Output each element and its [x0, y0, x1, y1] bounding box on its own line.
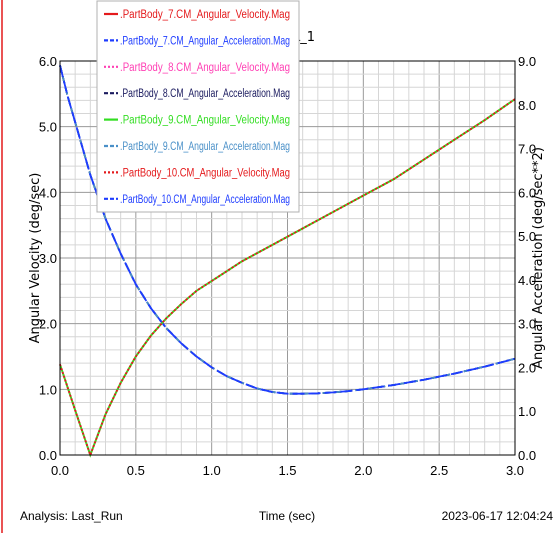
y-left-tick-label: 3.0	[39, 251, 57, 266]
y-right-tick-label: 9.0	[518, 54, 536, 69]
x-tick-label: 3.0	[506, 463, 524, 478]
y-right-tick-label: 8.0	[518, 98, 536, 113]
y-left-tick-label: 5.0	[39, 120, 57, 135]
y-left-tick-label: 2.0	[39, 317, 57, 332]
x-tick-label: 0.0	[51, 463, 69, 478]
legend-label: .PartBody_7.CM_Angular_Acceleration.Mag	[120, 35, 290, 47]
legend-label: .PartBody_9.CM_Angular_Acceleration.Mag	[120, 141, 290, 153]
y-right-tick-label: 7.0	[518, 142, 536, 157]
timestamp-label: 2023-06-17 12:04:24	[442, 509, 554, 523]
legend-label: .PartBody_7.CM_Angular_Velocity.Mag	[120, 9, 290, 21]
y-right-tick-label: 2.0	[518, 360, 536, 375]
y-right-tick-label: 3.0	[518, 317, 536, 332]
legend-label: .PartBody_10.CM_Angular_Velocity.Mag	[120, 167, 290, 179]
y-right-tick-label: 6.0	[518, 185, 536, 200]
x-axis-ticks: 0.0 0.5 1.0 1.5 2.0 2.5 3.0	[51, 463, 524, 478]
analysis-label: Analysis: Last_Run	[20, 509, 123, 523]
y-left-axis-title: Angular Velocity (deg/sec)	[28, 173, 43, 344]
x-tick-label: 1.5	[278, 463, 296, 478]
x-axis-title: Time (sec)	[259, 509, 315, 523]
y-left-tick-label: 6.0	[39, 54, 57, 69]
y-right-tick-label: 4.0	[518, 273, 536, 288]
y-left-tick-label: 4.0	[39, 185, 57, 200]
legend-label: .PartBody_9.CM_Angular_Velocity.Mag	[120, 115, 290, 127]
x-tick-label: 2.0	[354, 463, 372, 478]
x-tick-label: 2.5	[430, 463, 448, 478]
y-right-tick-label: 5.0	[518, 229, 536, 244]
y-right-tick-label: 0.0	[518, 448, 536, 463]
y-left-tick-label: 1.0	[39, 382, 57, 397]
legend: .PartBody_7.CM_Angular_Velocity.Mag .Part…	[96, 0, 300, 213]
y-right-tick-label: 1.0	[518, 404, 536, 419]
legend-label: .PartBody_8.CM_Angular_Acceleration.Mag	[120, 88, 290, 100]
y-left-axis-ticks: 0.0 1.0 2.0 3.0 4.0 5.0 6.0	[39, 54, 57, 463]
series-line-7	[59, 98, 516, 458]
series-line-8	[59, 65, 516, 395]
y-right-axis-title: Angular Acceleration (deg/sec**2)	[531, 147, 546, 369]
series-layer	[59, 65, 516, 458]
legend-box	[96, 0, 300, 213]
x-tick-label: 0.5	[127, 463, 145, 478]
legend-label: .PartBody_8.CM_Angular_Velocity.Mag	[120, 62, 290, 74]
x-tick-label: 1.0	[203, 463, 221, 478]
y-left-tick-label: 0.0	[39, 448, 57, 463]
legend-label: .PartBody_10.CM_Angular_Acceleration.Mag	[120, 194, 290, 206]
y-right-axis-ticks: 0.0 1.0 2.0 3.0 4.0 5.0 6.0 7.0 8.0 9.0	[518, 54, 536, 463]
